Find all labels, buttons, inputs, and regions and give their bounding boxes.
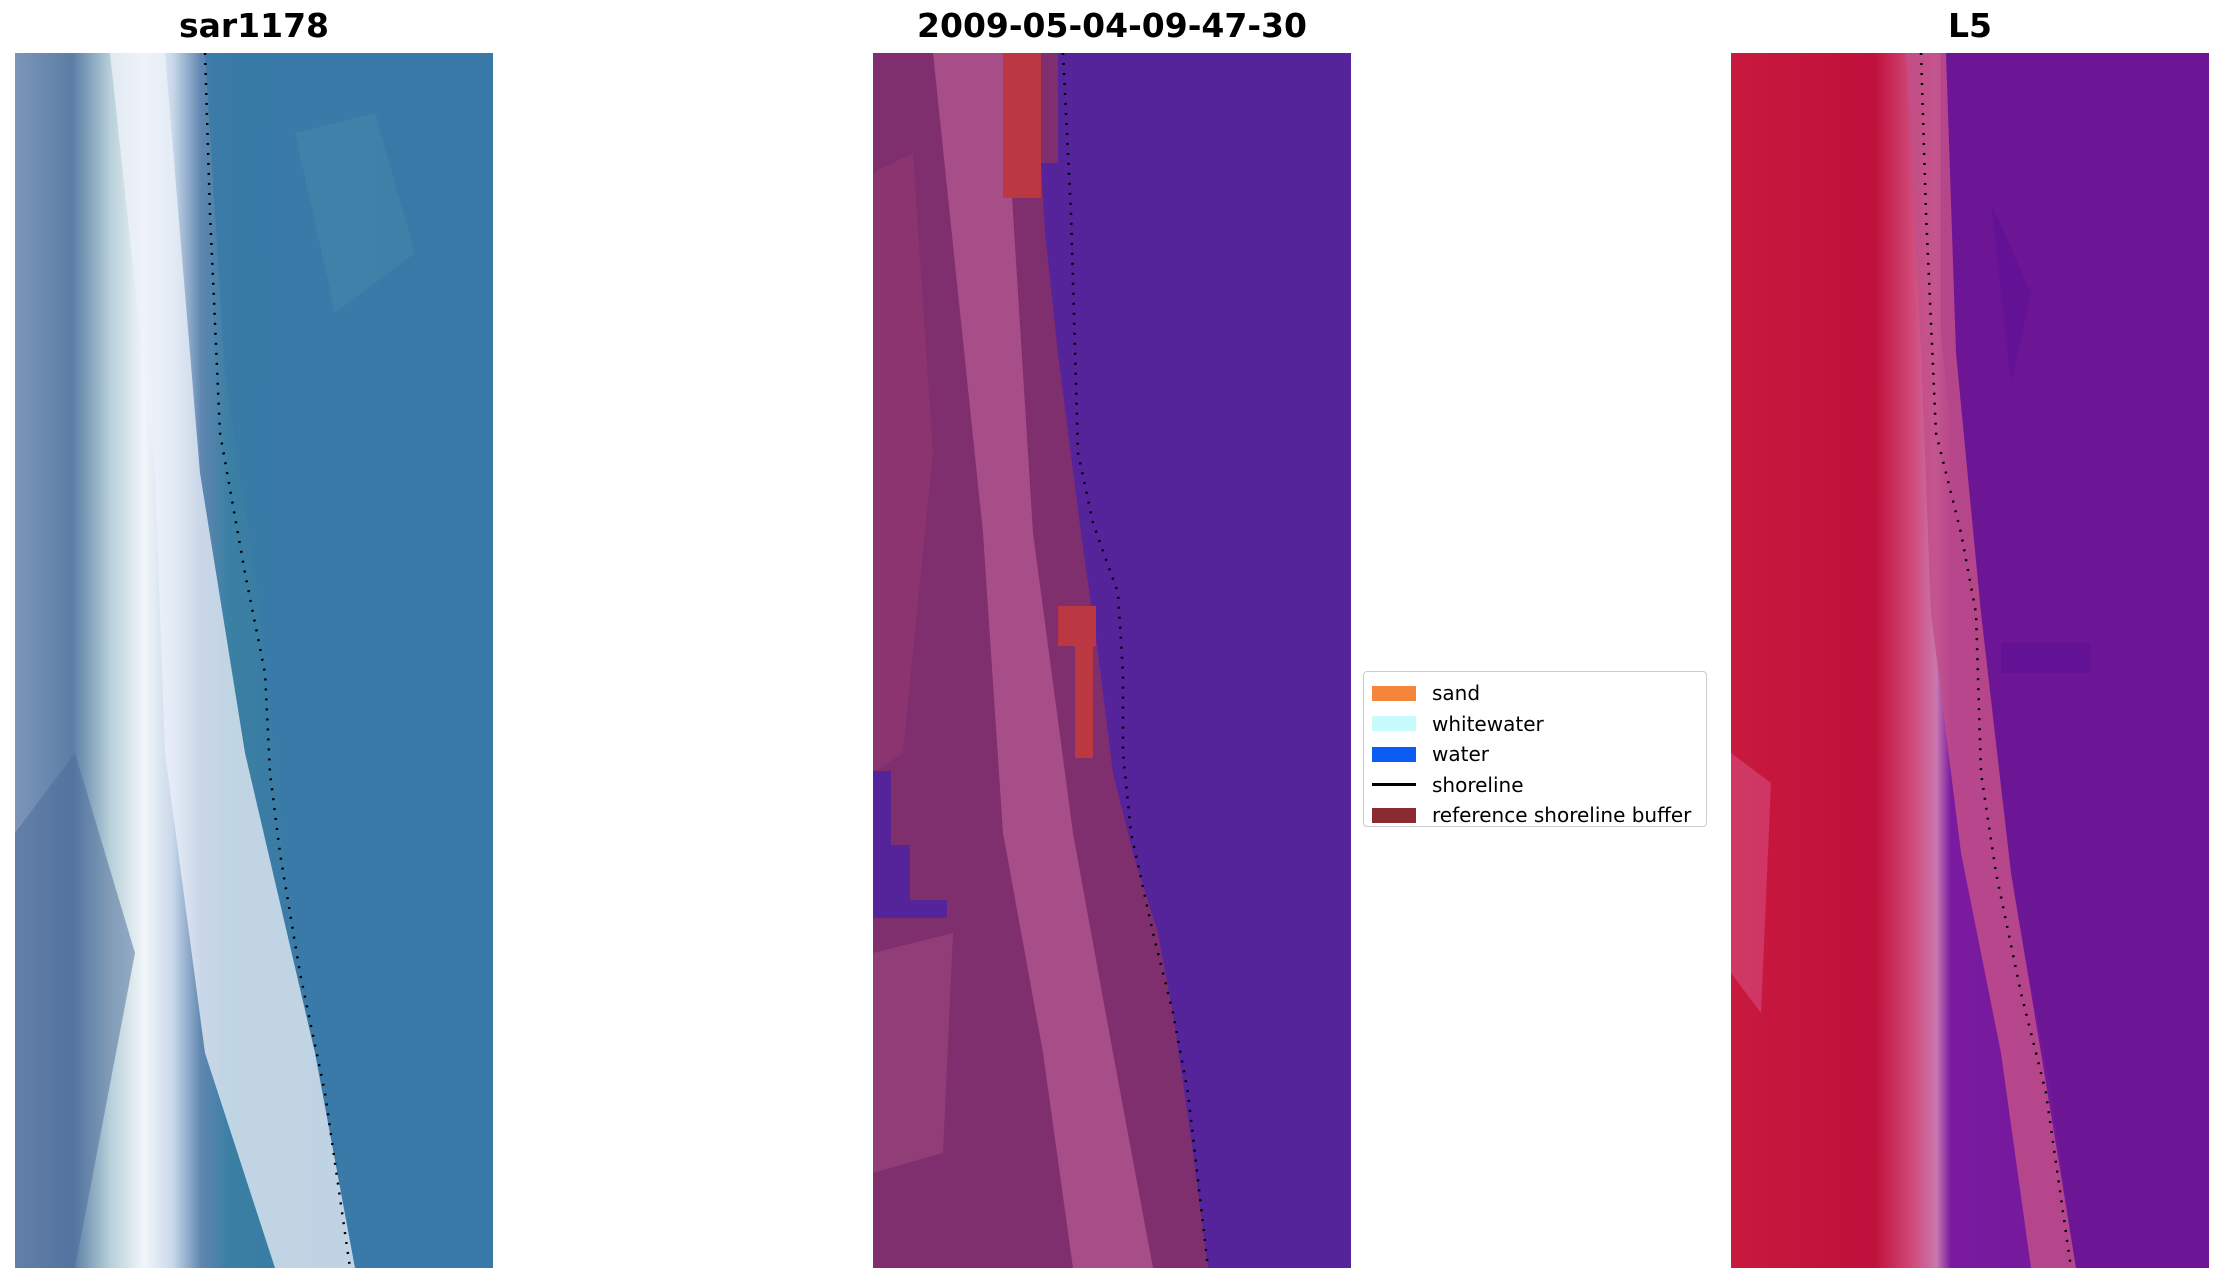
legend-item-whitewater: whitewater [1372,709,1698,740]
sand-swatch [1372,685,1416,701]
legend-item-sand: sand [1372,678,1698,709]
legend-label-sand: sand [1432,681,1481,706]
legend-label-reference-buffer: reference shoreline buffer [1432,803,1692,828]
rgb-image [15,53,493,1268]
ndwi-image-panel [1731,53,2209,1268]
legend-item-shoreline: shoreline [1372,770,1698,801]
legend: sand whitewater water shoreline referenc… [1363,671,1707,827]
rgb-image-panel [15,53,493,1268]
legend-label-water: water [1432,742,1489,767]
shoreline-swatch [1372,783,1416,787]
shoreline-rgb [203,53,352,1268]
ndwi-image [1731,53,2209,1268]
classified-image [873,53,1351,1268]
water-swatch [1372,746,1416,762]
panel-title-classified: 2009-05-04-09-47-30 [917,6,1307,45]
legend-item-reference-buffer: reference shoreline buffer [1372,800,1698,831]
whitewater-swatch [1372,716,1416,732]
legend-item-water: water [1372,739,1698,770]
legend-label-shoreline: shoreline [1432,772,1524,797]
classified-image-panel [873,53,1351,1268]
reference-buffer-swatch [1372,807,1416,823]
legend-label-whitewater: whitewater [1432,711,1544,736]
shoreline-ndwi [1919,53,2073,1268]
shoreline-classified [1061,53,1210,1268]
panel-title-rgb: sar1178 [178,6,330,45]
panel-title-ndwi: L5 [1948,6,1992,45]
